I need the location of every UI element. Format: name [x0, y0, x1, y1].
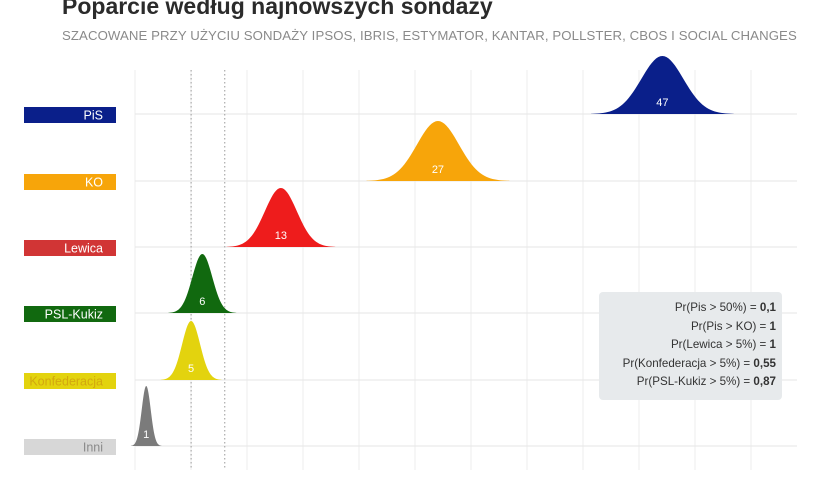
density-curve-psl-kukiz: [168, 254, 237, 313]
data-label: 1: [143, 429, 149, 441]
probability-line: Pr(Pis > 50%) = 0,1: [674, 301, 776, 314]
legend-label: Lewica: [64, 241, 103, 255]
probability-line: Pr(Pis > KO) = 1: [690, 319, 776, 333]
chart-subtitle: SZACOWANE PRZY UŻYCIU SONDAŻY IPSOS, IBR…: [62, 28, 797, 43]
probability-line: Pr(Konfederacja > 5%) = 0,55: [622, 356, 776, 370]
legend-label: KO: [85, 175, 103, 189]
density-curve-pis: [590, 56, 734, 114]
legend-swatch: [24, 107, 116, 123]
chart-title: Poparcie według najnowszych sondaży: [62, 0, 493, 19]
data-label: 13: [275, 230, 287, 242]
legend-swatch: [24, 174, 116, 190]
legend-swatch: [24, 439, 116, 455]
legend-label: Inni: [83, 440, 103, 454]
legend-label: PSL-Kukiz: [45, 307, 103, 321]
density-curve-ko: [366, 121, 510, 181]
probability-box: Pr(Pis > 50%) = 0,1 Pr(Pis > KO) = 1 Pr(…: [599, 292, 782, 400]
legend-label: PiS: [84, 108, 103, 122]
density-curve-konfederacja: [160, 321, 222, 380]
probability-line: Pr(PSL-Kukiz > 5%) = 0,87: [636, 375, 776, 389]
legend-label: Konfederacja: [29, 374, 103, 388]
probability-line: Pr(Lewica > 5%) = 1: [670, 338, 776, 352]
data-label: 27: [432, 164, 444, 176]
data-label: 6: [199, 296, 205, 308]
legend-swatch: [24, 240, 116, 256]
density-curve-inni: [130, 386, 162, 446]
legend-swatch: [24, 373, 116, 389]
density-curve-lewica: [226, 188, 336, 247]
data-label: 47: [656, 97, 668, 109]
legend-swatch: [24, 306, 116, 322]
data-label: 5: [188, 363, 194, 375]
